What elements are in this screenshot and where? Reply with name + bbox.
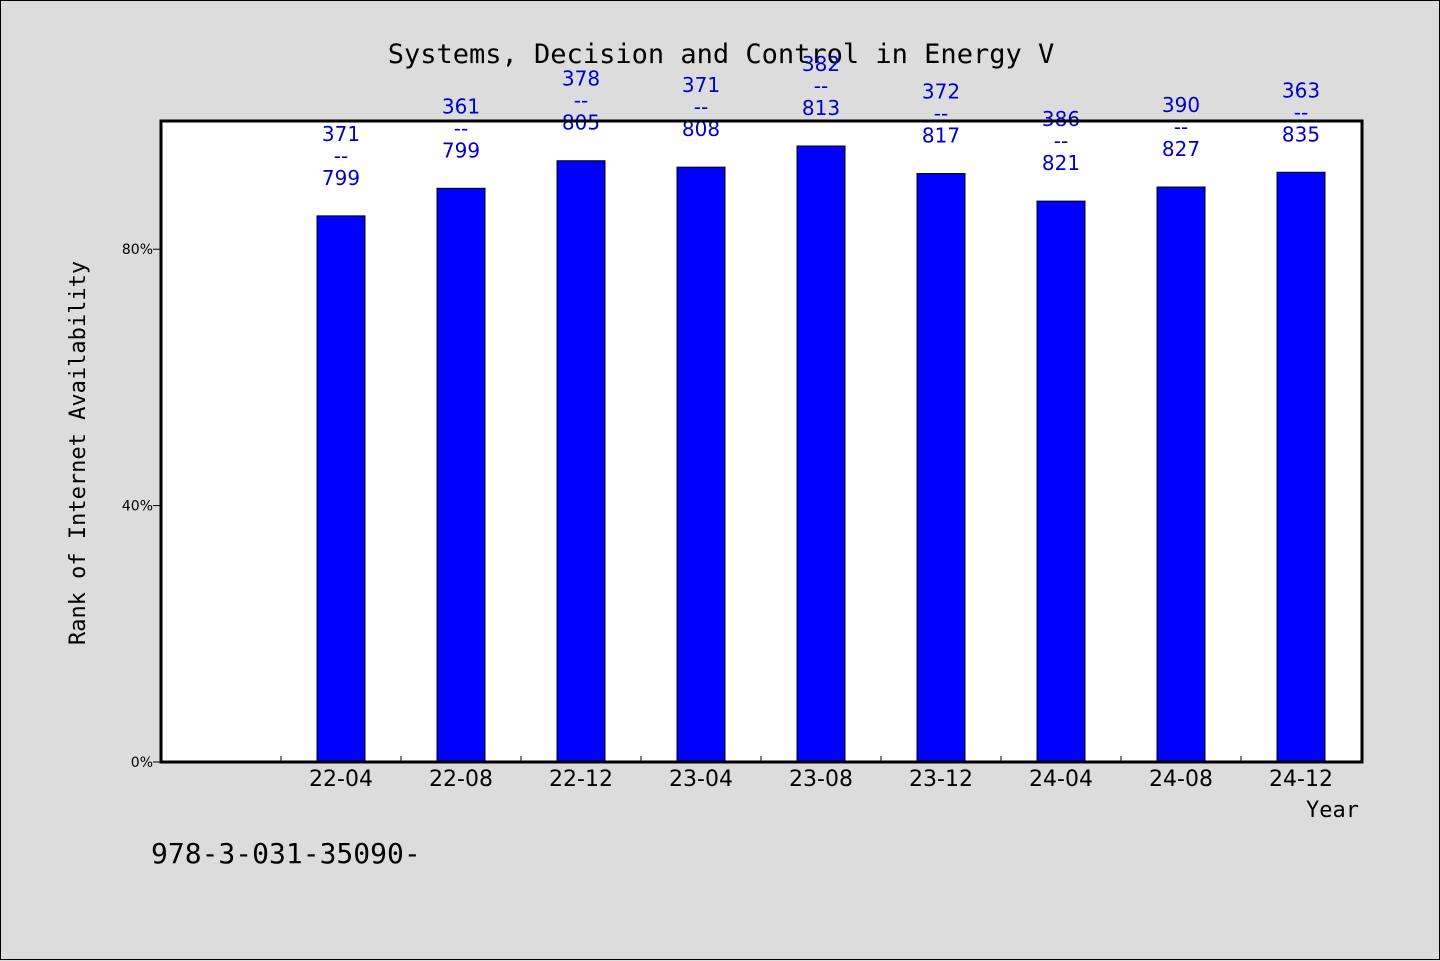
data-label-23-12-line3: 817	[922, 124, 960, 148]
data-label-22-12-line2: --	[574, 89, 588, 113]
x-tick-label-23-08: 23-08	[789, 767, 853, 792]
data-label-22-04-line2: --	[334, 144, 348, 168]
data-label-24-08-line2: --	[1174, 115, 1188, 139]
x-tick-label-24-04: 24-04	[1029, 767, 1093, 792]
axes-group: 22-04 22-08 22-12 23-04 23-08 23-12 24-04 24-08…	[122, 242, 1362, 792]
data-label-23-04-line2: --	[694, 95, 708, 119]
x-tick-label-22-12: 22-12	[549, 767, 613, 792]
data-label-24-04-line1: 386	[1042, 107, 1080, 131]
data-label-22-04-line1: 371	[322, 122, 360, 146]
bar-22-12	[556, 160, 606, 763]
data-label-24-12-line3: 835	[1282, 122, 1320, 146]
plot-border	[159, 119, 1364, 764]
x-tick-label-22-04: 22-04	[309, 767, 373, 792]
y-axis-label: Rank of Internet Availability	[66, 261, 91, 645]
data-label-23-08-line2: --	[814, 74, 828, 98]
x-tick-label-23-04: 23-04	[669, 767, 733, 792]
data-label-22-12-line3: 805	[562, 111, 600, 135]
data-label-24-08-line1: 390	[1162, 93, 1200, 117]
y-tick-label-80%: 80%	[122, 242, 153, 258]
x-tick-label-23-12: 23-12	[909, 767, 973, 792]
data-label-23-08-line3: 813	[802, 96, 840, 120]
x-axis-label: Year	[1306, 798, 1359, 823]
data-label-23-04-line1: 371	[682, 73, 720, 97]
data-label-24-12-line1: 363	[1282, 78, 1320, 102]
x-tick-label-24-08: 24-08	[1149, 767, 1213, 792]
bar-24-08	[1156, 186, 1206, 763]
bar-23-08	[796, 145, 846, 763]
x-tick-label-22-08: 22-08	[429, 767, 493, 792]
y-tick-label-0%: 0%	[131, 755, 153, 771]
data-label-23-08-line1: 382	[802, 52, 840, 76]
bar-24-12	[1276, 171, 1326, 763]
bar-23-12	[916, 173, 966, 763]
data-label-24-12-line2: --	[1294, 100, 1308, 124]
data-label-24-04-line2: --	[1054, 129, 1068, 153]
data-label-24-08-line3: 827	[1162, 137, 1200, 161]
bar-23-04	[676, 166, 726, 763]
data-label-22-08-line3: 799	[442, 138, 480, 162]
bar-22-04	[316, 215, 366, 763]
y-tick-label-40%: 40%	[122, 499, 153, 515]
bar-22-08	[436, 187, 486, 763]
data-label-23-12-line1: 372	[922, 80, 960, 104]
data-label-22-12-line1: 378	[562, 67, 600, 91]
data-label-22-08-line1: 361	[442, 94, 480, 118]
bar-24-04	[1036, 200, 1086, 763]
footer-isbn: 978-3-031-35090-	[151, 837, 421, 870]
bars-group	[316, 145, 1326, 763]
x-tick-label-24-12: 24-12	[1269, 767, 1333, 792]
data-label-24-04-line3: 821	[1042, 151, 1080, 175]
chart-title: Systems, Decision and Control in Energy …	[388, 39, 1054, 70]
data-label-22-04-line3: 799	[322, 166, 360, 190]
